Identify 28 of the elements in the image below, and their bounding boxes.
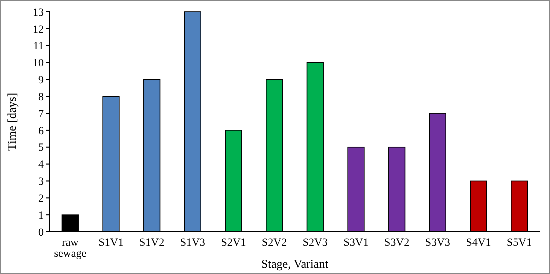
y-tick-label: 12 xyxy=(33,24,44,36)
y-tick-label: 13 xyxy=(33,6,44,19)
x-tick-label: S3V2 xyxy=(384,237,410,249)
y-tick-label: 8 xyxy=(38,91,44,104)
x-tick-label: raw sewage xyxy=(54,237,87,260)
x-tick-label: S1V2 xyxy=(140,237,165,249)
x-tick-label: S2V1 xyxy=(221,237,246,249)
y-tick-label: 7 xyxy=(38,108,44,120)
x-tick-label: S3V3 xyxy=(425,237,451,249)
y-axis-title: Time [days] xyxy=(5,93,19,151)
y-tick-label: 1 xyxy=(38,210,44,222)
x-tick-label: S3V1 xyxy=(344,237,369,249)
y-tick-label: 11 xyxy=(33,40,44,53)
x-tick-label: S2V3 xyxy=(302,237,328,249)
x-tick-label: S4V1 xyxy=(466,237,492,249)
x-tick-label: S1V3 xyxy=(180,237,206,249)
y-tick-label: 9 xyxy=(38,74,44,87)
y-tick-label: 10 xyxy=(33,58,44,70)
x-axis-title: Stage, Variant xyxy=(261,257,330,271)
x-tick-label: S2V2 xyxy=(262,237,288,249)
y-tick-label: 5 xyxy=(38,142,44,154)
y-tick-label: 2 xyxy=(38,193,44,206)
y-tick-label: 6 xyxy=(38,125,44,138)
y-tick-label: 4 xyxy=(38,159,44,172)
x-tick-label: S5V1 xyxy=(507,237,532,249)
y-tick-label: 0 xyxy=(38,226,44,239)
x-tick-label: S1V1 xyxy=(98,237,124,249)
y-tick-label: 3 xyxy=(38,176,44,188)
